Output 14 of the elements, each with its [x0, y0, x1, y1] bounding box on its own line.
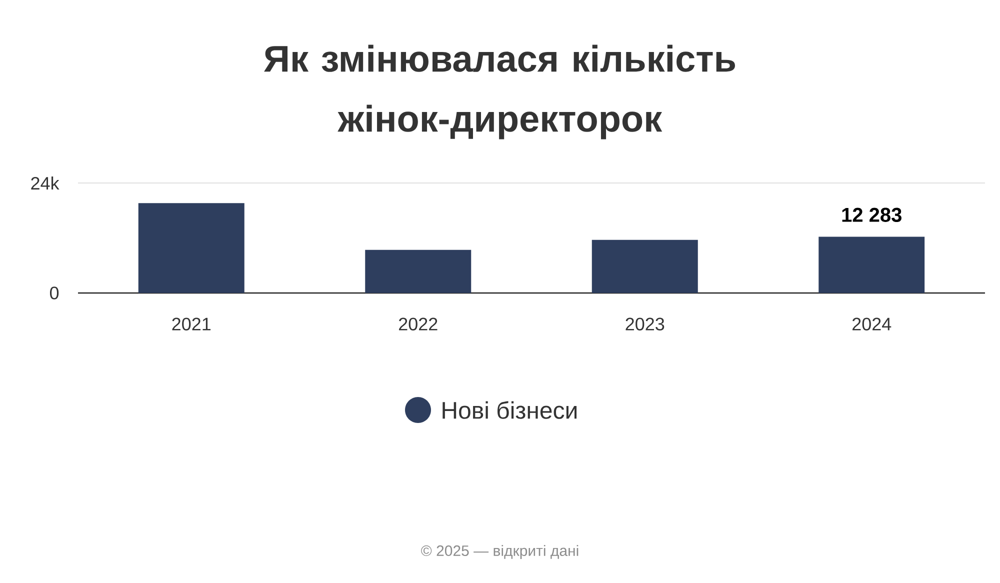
bar — [365, 250, 472, 293]
x-tick-label: 2024 — [852, 318, 892, 330]
chart-title: Як змінювалася кількість жінок-директорок — [264, 44, 735, 140]
x-tick-label: 2021 — [172, 318, 211, 330]
y-tick-label: 0 — [50, 286, 59, 300]
text: 12 283 — [842, 208, 902, 222]
bar — [818, 236, 925, 293]
bar — [592, 240, 698, 293]
bar — [138, 203, 244, 293]
y-tick-label: 24k — [31, 176, 60, 190]
legend-label: Нові бізнеси — [442, 401, 577, 419]
text: © 2025 — відкриті дані — [421, 545, 578, 559]
x-tick-label: 2023 — [626, 318, 664, 330]
x-tick-label: 2022 — [399, 318, 438, 330]
